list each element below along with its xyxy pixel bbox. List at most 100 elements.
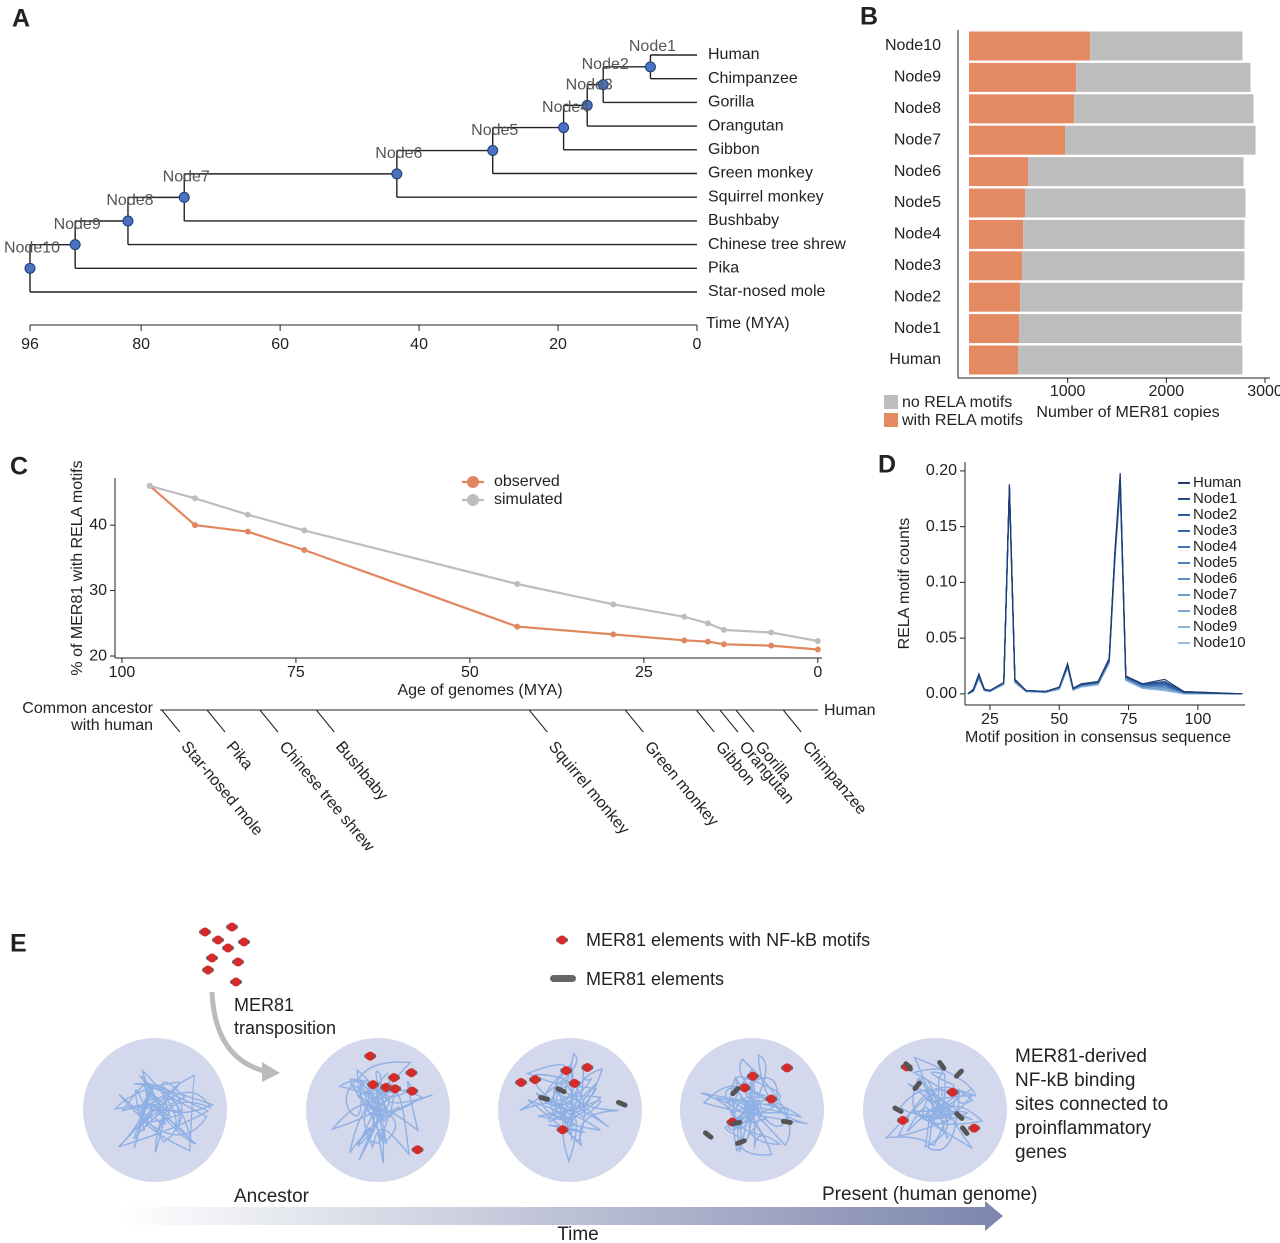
species-tick: [719, 709, 739, 733]
point: [514, 623, 521, 630]
series-line: [967, 473, 1243, 695]
bar-segment: [1018, 345, 1243, 375]
leaf-label: Star-nosed mole: [708, 283, 825, 300]
y-tick-label: Node1: [894, 320, 941, 337]
annotation: NF-kB binding: [1015, 1070, 1135, 1091]
x-tick-label: 25: [981, 711, 999, 728]
point: [704, 620, 711, 627]
element-body: [954, 1068, 964, 1079]
node: [487, 145, 499, 157]
timeline-label: Ancestor: [234, 1186, 310, 1207]
bar-segment: [969, 157, 1029, 187]
leaf-label: Pika: [708, 260, 739, 277]
x-tick-label: 80: [132, 336, 150, 353]
node-label: Node4: [542, 99, 589, 116]
species-tick: [528, 709, 548, 733]
point: [768, 642, 775, 649]
nfkb-motif: [231, 977, 241, 987]
nfkb-motif: [213, 935, 223, 945]
y-tick-label: Node10: [885, 37, 941, 54]
species-label: Chimpanzee: [799, 738, 870, 818]
point: [301, 527, 308, 534]
point: [610, 601, 617, 608]
point: [192, 522, 199, 529]
annotation: transposition: [234, 1018, 336, 1038]
genome: [83, 1038, 227, 1182]
node-label: Node1: [629, 38, 676, 55]
nfkb-motif: [368, 1080, 378, 1090]
bar-segment: [1019, 314, 1242, 344]
element-icon: [550, 975, 576, 982]
y-tick-label: 0.00: [926, 685, 957, 702]
element-body: [960, 1125, 970, 1136]
legend-label: no RELA motifs: [902, 394, 1012, 411]
y-axis-label: RELA motif counts: [896, 518, 913, 650]
element-body: [954, 1111, 965, 1121]
nfkb-motif: [782, 1063, 792, 1073]
legend-label: Node7: [1193, 586, 1237, 603]
legend-label: Node8: [1193, 602, 1237, 619]
y-tick-label: 0.20: [926, 462, 957, 479]
y-tick-label: Node5: [894, 194, 941, 211]
bar-segment: [1076, 62, 1251, 92]
element-body: [702, 1130, 714, 1140]
ancestor-label: with human: [70, 717, 153, 734]
species-label: Chinese tree shrew: [276, 738, 378, 855]
species-tick: [206, 709, 226, 733]
node: [391, 168, 403, 180]
node: [69, 239, 81, 251]
species-label: Pika: [223, 738, 256, 773]
node: [644, 61, 656, 73]
legend-label: Node4: [1193, 538, 1237, 555]
y-tick-label: 40: [89, 516, 107, 533]
bar-segment: [969, 125, 1066, 155]
leaf-label: Chinese tree shrew: [708, 236, 846, 253]
annotation: genes: [1015, 1142, 1067, 1163]
y-tick-label: Node4: [894, 226, 941, 243]
legend-label: Node3: [1193, 522, 1237, 539]
legend-label: Node6: [1193, 570, 1237, 587]
x-tick-label: 100: [109, 664, 136, 681]
x-tick-label: 20: [549, 336, 567, 353]
point: [814, 646, 821, 653]
legend-label: Node5: [1193, 554, 1237, 571]
y-tick-label: Human: [889, 351, 941, 368]
y-tick-label: Node6: [894, 163, 941, 180]
leaf-label: Gorilla: [708, 94, 754, 111]
nfkb-motif: [207, 953, 217, 963]
bar-segment: [1022, 251, 1245, 281]
node-label: Node5: [471, 122, 518, 139]
species-tick: [161, 709, 181, 733]
legend-dot: [467, 494, 479, 506]
species-tick: [624, 709, 644, 733]
x-tick-label: 40: [410, 336, 428, 353]
y-tick-label: 20: [89, 647, 107, 664]
series-line: [149, 485, 818, 651]
y-tick-label: Node8: [894, 100, 941, 117]
nfkb-motif: [406, 1068, 416, 1078]
panel-label: B: [860, 3, 878, 31]
point: [768, 629, 775, 636]
nfkb-motif: [740, 1083, 750, 1093]
nfkb-motif: [381, 1082, 391, 1092]
nfkb-motif: [516, 1077, 526, 1087]
nfkb-motif: [233, 957, 243, 967]
arrow-head: [262, 1062, 280, 1082]
series-line: [149, 484, 818, 643]
species-label: Star-nosed mole: [177, 738, 266, 839]
element-body: [903, 1061, 913, 1072]
element-body: [730, 1086, 741, 1097]
node-label: Node3: [566, 77, 613, 94]
x-axis-label: Number of MER81 copies: [1036, 404, 1219, 421]
bar-segment: [1025, 188, 1246, 218]
legend-label: with RELA motifs: [901, 412, 1023, 429]
element-body: [892, 1105, 904, 1114]
point: [720, 626, 727, 633]
annotation: sites connected to: [1015, 1094, 1168, 1115]
point: [146, 482, 153, 489]
nfkb-motif: [748, 1071, 758, 1081]
bar-segment: [1023, 219, 1245, 249]
nfkb-motif: [407, 1086, 417, 1096]
point: [244, 528, 251, 535]
